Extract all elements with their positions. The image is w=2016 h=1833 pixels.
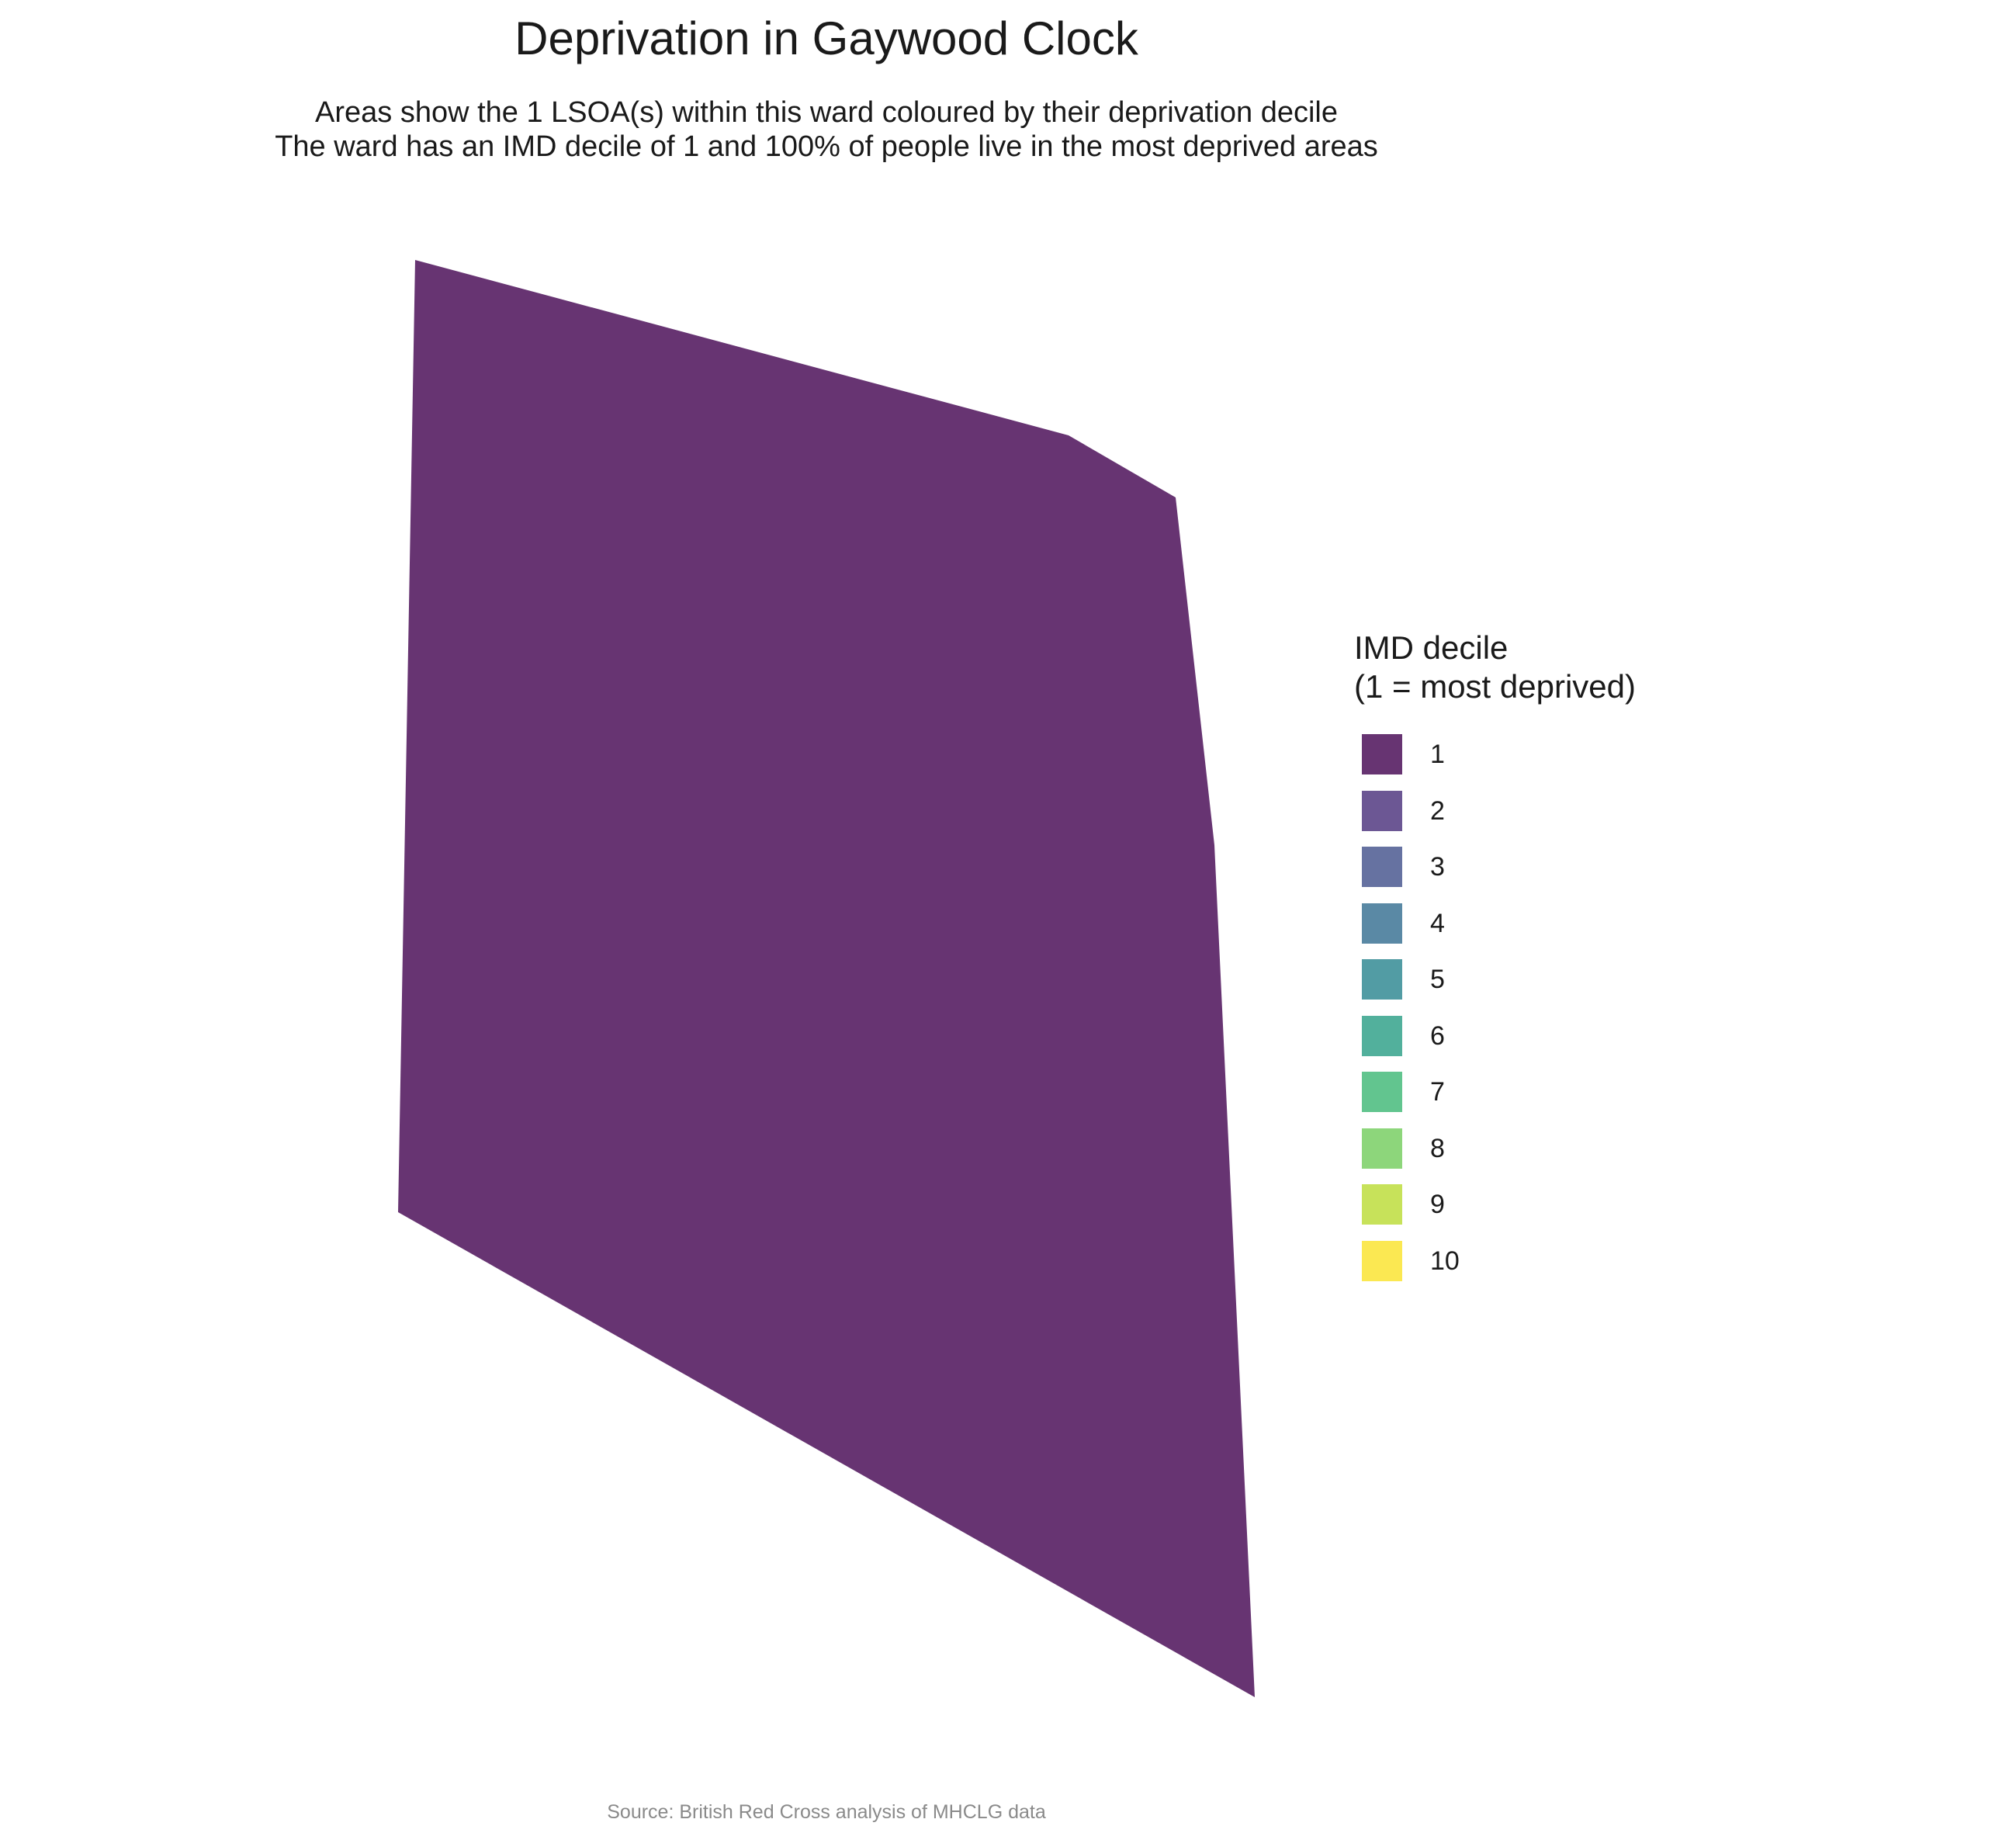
legend-swatch: [1362, 790, 1402, 831]
legend-item: 3: [1354, 840, 1636, 897]
legend-swatch: [1362, 1240, 1402, 1281]
legend-item: 1: [1354, 728, 1636, 785]
legend-label: 3: [1430, 852, 1445, 882]
legend-item: 4: [1354, 897, 1636, 954]
legend-items: 1 2 3 4 5 6 7 8: [1354, 728, 1636, 1291]
legend-label: 2: [1430, 795, 1445, 826]
legend-label: 8: [1430, 1133, 1445, 1163]
legend: IMD decile (1 = most deprived) 1 2 3 4 5…: [1354, 629, 1636, 1291]
legend-swatch: [1362, 959, 1402, 1000]
legend-label: 7: [1430, 1077, 1445, 1107]
legend-label: 10: [1430, 1246, 1460, 1276]
legend-item: 5: [1354, 953, 1636, 1010]
lsoa-area: [398, 260, 1255, 1697]
legend-item: 6: [1354, 1010, 1636, 1066]
legend-title: IMD decile (1 = most deprived): [1354, 629, 1636, 706]
legend-label: 6: [1430, 1020, 1445, 1051]
legend-swatch: [1362, 734, 1402, 774]
legend-label: 5: [1430, 965, 1445, 994]
legend-swatch: [1362, 903, 1402, 944]
legend-item: 10: [1354, 1235, 1636, 1291]
source-caption: Source: British Red Cross analysis of MH…: [607, 1801, 1046, 1823]
legend-swatch: [1362, 847, 1402, 887]
legend-title-line-2: (1 = most deprived): [1354, 668, 1636, 705]
legend-label: 9: [1430, 1190, 1445, 1219]
legend-item: 7: [1354, 1065, 1636, 1122]
legend-label: 1: [1430, 740, 1445, 769]
legend-item: 9: [1354, 1178, 1636, 1235]
legend-item: 8: [1354, 1122, 1636, 1179]
legend-swatch: [1362, 1015, 1402, 1056]
legend-label: 4: [1430, 908, 1445, 938]
legend-swatch: [1362, 1072, 1402, 1112]
legend-item: 2: [1354, 785, 1636, 841]
legend-swatch: [1362, 1184, 1402, 1225]
map-subtitle-line-2: The ward has an IMD decile of 1 and 100%…: [275, 130, 1378, 163]
legend-swatch: [1362, 1128, 1402, 1169]
map-title: Deprivation in Gaywood Clock: [514, 12, 1138, 64]
legend-title-line-1: IMD decile: [1354, 629, 1509, 666]
map-subtitle-line-1: Areas show the 1 LSOA(s) within this war…: [315, 96, 1338, 129]
